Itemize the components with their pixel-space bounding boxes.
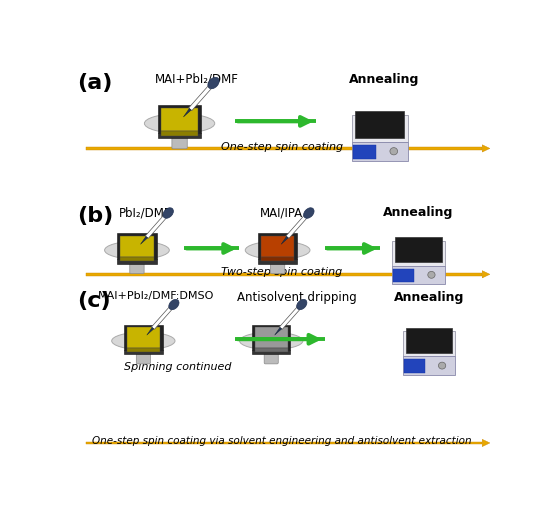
Polygon shape xyxy=(127,348,160,352)
Polygon shape xyxy=(403,356,455,375)
Polygon shape xyxy=(124,350,163,354)
Polygon shape xyxy=(158,105,201,134)
Polygon shape xyxy=(274,328,282,335)
Text: MAI/IPA: MAI/IPA xyxy=(260,206,304,219)
FancyBboxPatch shape xyxy=(86,442,482,444)
Polygon shape xyxy=(258,234,297,259)
Polygon shape xyxy=(147,328,154,335)
Ellipse shape xyxy=(145,114,214,133)
FancyBboxPatch shape xyxy=(136,343,150,364)
FancyBboxPatch shape xyxy=(264,343,278,364)
Polygon shape xyxy=(352,141,408,161)
FancyBboxPatch shape xyxy=(172,126,187,149)
Polygon shape xyxy=(124,324,163,350)
Polygon shape xyxy=(261,236,294,257)
Polygon shape xyxy=(117,234,157,259)
Text: MAI+PbI₂/DMF: MAI+PbI₂/DMF xyxy=(155,73,239,86)
Polygon shape xyxy=(482,439,490,446)
Polygon shape xyxy=(252,324,290,350)
Ellipse shape xyxy=(428,271,435,278)
Ellipse shape xyxy=(112,332,175,350)
Polygon shape xyxy=(255,348,288,352)
Ellipse shape xyxy=(169,299,179,310)
Text: Annealing: Annealing xyxy=(383,206,453,219)
Polygon shape xyxy=(392,266,444,284)
Polygon shape xyxy=(161,107,198,131)
Polygon shape xyxy=(354,145,376,159)
Polygon shape xyxy=(404,359,425,373)
Polygon shape xyxy=(352,115,408,141)
Polygon shape xyxy=(145,212,170,238)
Text: (c): (c) xyxy=(77,291,111,311)
Polygon shape xyxy=(279,303,303,330)
Polygon shape xyxy=(158,134,201,138)
Polygon shape xyxy=(281,236,288,244)
Polygon shape xyxy=(393,269,414,282)
Ellipse shape xyxy=(163,208,173,219)
Text: (b): (b) xyxy=(77,206,113,226)
Polygon shape xyxy=(127,327,160,348)
Polygon shape xyxy=(482,145,490,152)
Ellipse shape xyxy=(208,78,219,89)
Text: Annealing: Annealing xyxy=(394,291,464,304)
Text: Antisolvent dripping: Antisolvent dripping xyxy=(237,291,356,304)
Text: PbI₂/DMF: PbI₂/DMF xyxy=(119,206,172,219)
Polygon shape xyxy=(406,328,452,353)
Polygon shape xyxy=(482,271,490,278)
Text: Annealing: Annealing xyxy=(349,73,419,86)
FancyBboxPatch shape xyxy=(86,147,482,150)
Text: One-step spin coating via solvent engineering and antisolvent extraction: One-step spin coating via solvent engine… xyxy=(92,436,472,446)
Text: Spinning continued: Spinning continued xyxy=(124,362,231,372)
FancyBboxPatch shape xyxy=(130,253,144,274)
Polygon shape xyxy=(140,236,147,244)
Polygon shape xyxy=(161,131,198,136)
Polygon shape xyxy=(189,82,215,111)
Polygon shape xyxy=(258,259,297,264)
Ellipse shape xyxy=(245,241,310,259)
Text: Two-step spin coating: Two-step spin coating xyxy=(221,267,343,277)
Ellipse shape xyxy=(304,208,314,219)
Polygon shape xyxy=(151,303,175,330)
Text: (a): (a) xyxy=(77,73,113,93)
Polygon shape xyxy=(392,241,444,266)
Polygon shape xyxy=(120,236,154,257)
Polygon shape xyxy=(183,108,191,117)
FancyBboxPatch shape xyxy=(271,253,285,274)
Polygon shape xyxy=(355,111,404,137)
Polygon shape xyxy=(395,237,442,262)
Polygon shape xyxy=(403,332,455,356)
Polygon shape xyxy=(252,350,290,354)
Ellipse shape xyxy=(240,332,303,350)
Polygon shape xyxy=(120,257,154,261)
Polygon shape xyxy=(261,257,294,261)
Ellipse shape xyxy=(390,148,398,155)
Polygon shape xyxy=(286,212,310,238)
Ellipse shape xyxy=(438,362,446,369)
Text: MAI+PbI₂/DMF:DMSO: MAI+PbI₂/DMF:DMSO xyxy=(98,291,214,301)
Ellipse shape xyxy=(296,299,307,310)
FancyBboxPatch shape xyxy=(86,273,482,276)
Polygon shape xyxy=(255,327,288,348)
Ellipse shape xyxy=(104,241,169,259)
Text: One-step spin coating: One-step spin coating xyxy=(221,141,343,151)
Polygon shape xyxy=(117,259,157,264)
